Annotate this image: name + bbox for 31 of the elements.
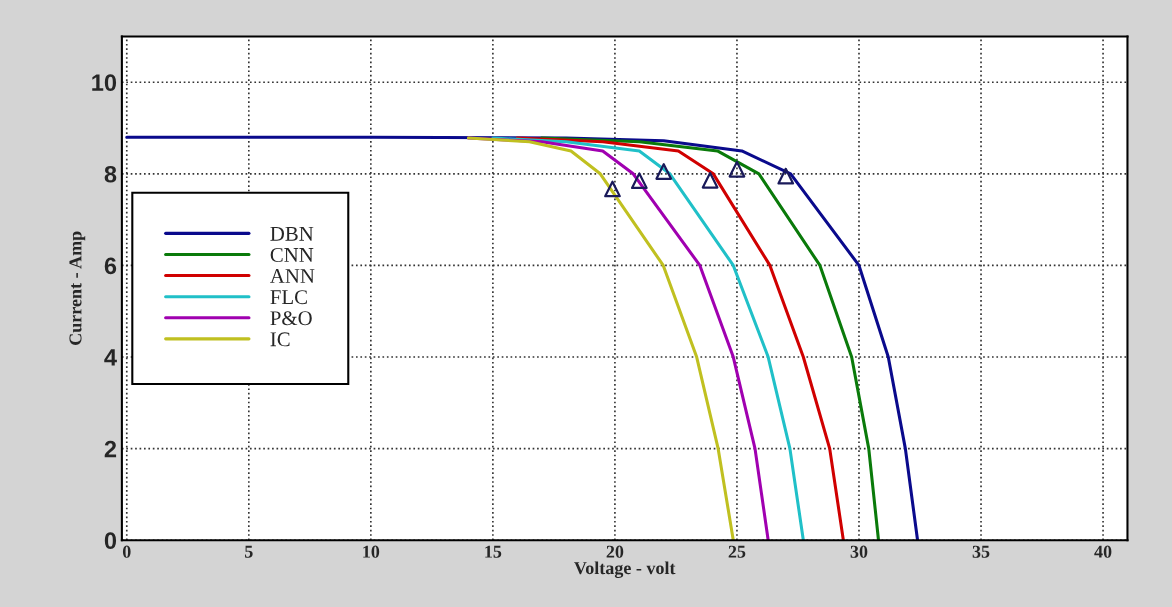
legend-label: ANN bbox=[270, 269, 315, 283]
point bbox=[777, 167, 795, 185]
x-tick-label: 40 bbox=[1094, 545, 1112, 558]
line-series bbox=[540, 136, 881, 541]
point bbox=[728, 160, 746, 178]
line-series bbox=[491, 136, 805, 541]
x-tick-label: 25 bbox=[728, 545, 746, 558]
line-series bbox=[515, 136, 845, 541]
y-tick-label: 10 bbox=[92, 74, 117, 92]
x-tick-label: 5 bbox=[245, 545, 253, 558]
x-tick-label: 35 bbox=[972, 545, 990, 558]
legend-label: CNN bbox=[270, 247, 314, 262]
legend-label: P&O bbox=[270, 311, 312, 326]
point bbox=[630, 172, 648, 190]
y-tick-label: 2 bbox=[104, 440, 117, 458]
x-tick-label: 15 bbox=[485, 545, 502, 558]
point bbox=[701, 171, 719, 189]
x-tick-label: 0 bbox=[122, 545, 131, 558]
x-tick-label: 10 bbox=[363, 545, 380, 558]
legend-label: IC bbox=[270, 332, 290, 347]
x-axis-title: Voltage - volt bbox=[574, 561, 676, 578]
x-tick-label: 20 bbox=[606, 545, 624, 558]
x-tick-label: 30 bbox=[850, 545, 868, 558]
y-tick-label: 4 bbox=[104, 349, 117, 366]
point bbox=[604, 180, 621, 198]
legend-label: FLC bbox=[270, 290, 307, 305]
legend-label: DBN bbox=[270, 227, 314, 241]
y-axis-title: Current - Amp bbox=[69, 231, 86, 345]
y-tick-label: 8 bbox=[104, 165, 117, 183]
y-tick-label: 6 bbox=[104, 257, 117, 275]
point bbox=[655, 163, 673, 180]
